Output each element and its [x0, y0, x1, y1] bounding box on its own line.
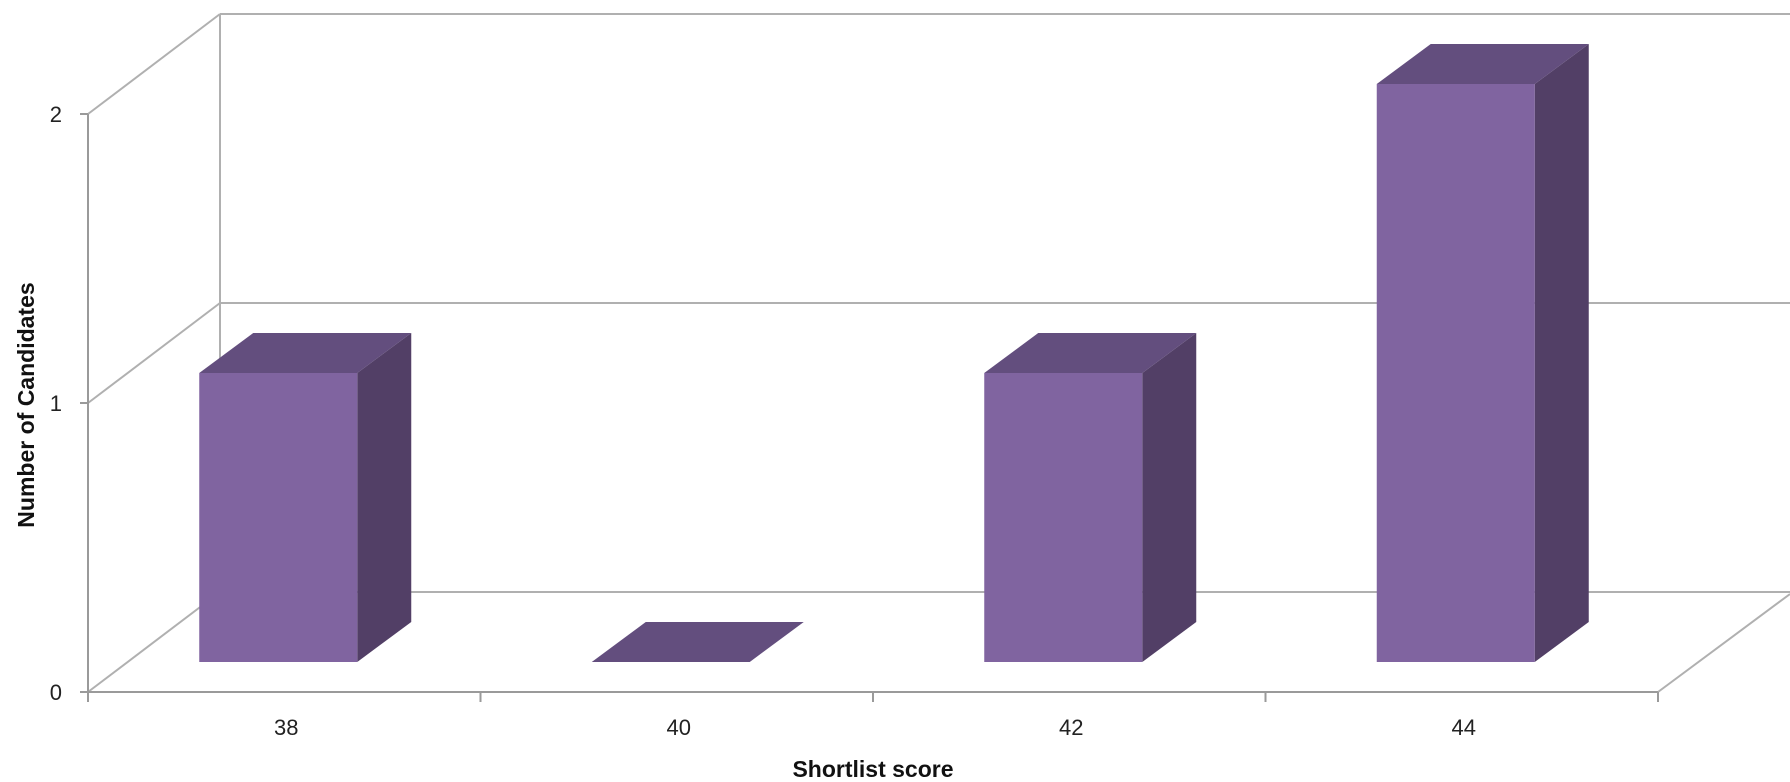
- x-tick-labels: 38 40 42 44: [274, 715, 1476, 740]
- bar-top: [1376, 44, 1589, 84]
- y-axis-title: Number of Candidates: [13, 282, 39, 527]
- bar: [984, 333, 1197, 662]
- x-tick-label: 42: [1059, 715, 1083, 740]
- bar-front: [1376, 84, 1535, 662]
- bar-top: [199, 333, 412, 373]
- floor-edge: [1657, 593, 1790, 693]
- bar: [199, 333, 412, 662]
- bar-side: [1534, 44, 1589, 662]
- axes: [80, 113, 1659, 702]
- y-tick-label: 0: [50, 680, 62, 705]
- bar-side: [1142, 333, 1197, 662]
- x-tick-label: 44: [1452, 715, 1476, 740]
- bar-front: [984, 373, 1143, 662]
- x-tick-label: 38: [274, 715, 298, 740]
- y-tick-label: 1: [50, 391, 62, 416]
- bar: [591, 622, 804, 662]
- x-tick-label: 40: [667, 715, 691, 740]
- bar-front: [199, 373, 358, 662]
- y-tick-label: 2: [50, 102, 62, 127]
- gridline-side: [87, 13, 221, 115]
- bars: [199, 44, 1589, 662]
- gridline-side: [87, 591, 221, 693]
- bar: [1376, 44, 1589, 662]
- gridline-side: [87, 302, 221, 404]
- bar-top: [984, 333, 1197, 373]
- bar-top: [591, 622, 804, 662]
- x-axis-title: Shortlist score: [792, 756, 953, 782]
- bar-side: [357, 333, 412, 662]
- y-tick-labels: 0 1 2: [50, 102, 62, 705]
